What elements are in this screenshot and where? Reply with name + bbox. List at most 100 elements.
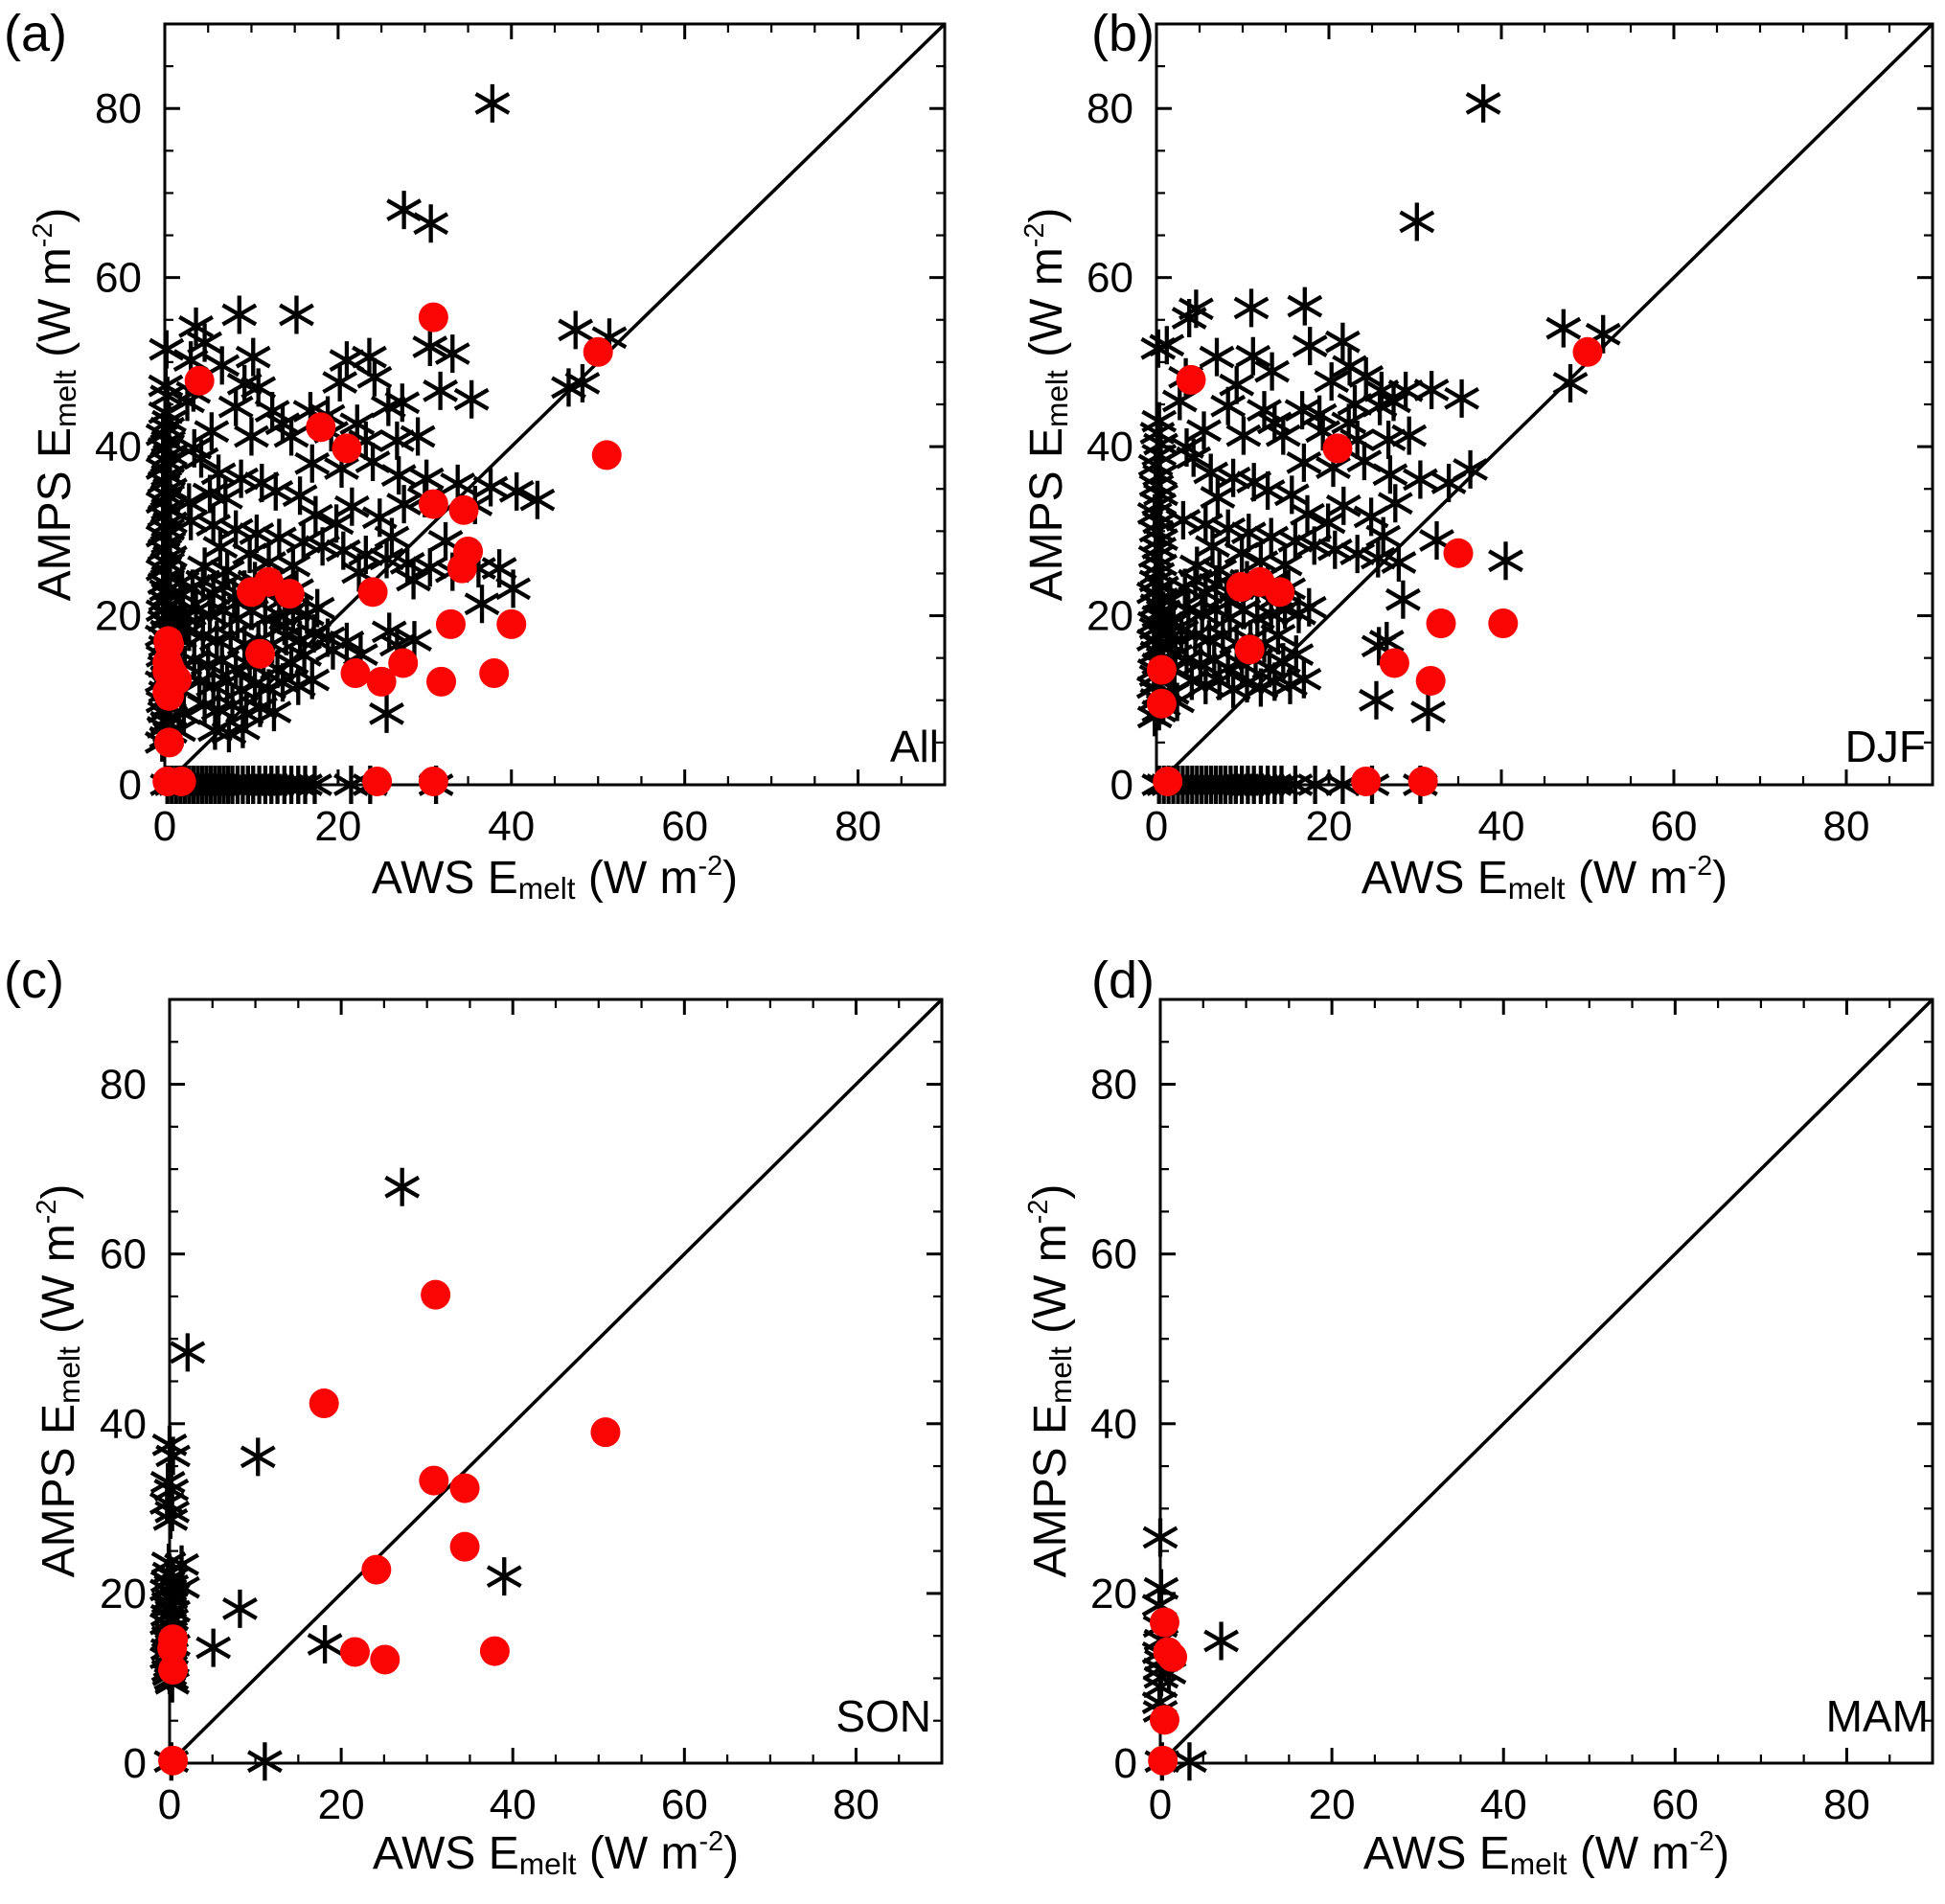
red-circle-marker: [1379, 648, 1409, 678]
asterisk-marker: [1465, 83, 1501, 123]
asterisk-marker: [1287, 287, 1323, 326]
red-circle-marker: [158, 1655, 189, 1686]
asterisk-marker: [1249, 470, 1286, 510]
x-title-units: (W m: [575, 853, 698, 905]
x-tick-label: 0: [1145, 803, 1168, 850]
red-circle-marker: [418, 489, 448, 519]
asterisk-marker: [307, 1625, 343, 1664]
asterisk-marker: [384, 1167, 421, 1206]
y-title-subscript: melt: [52, 1346, 87, 1404]
x-tick-label: 20: [1306, 803, 1353, 850]
asterisk-marker: [1225, 416, 1262, 455]
x-title-close: ): [1714, 1828, 1730, 1880]
season-label-mam: MAM: [1825, 1691, 1929, 1741]
y-title-subscript: melt: [48, 370, 83, 427]
x-tick-label: 60: [1652, 1781, 1699, 1828]
asterisk-marker: [240, 1437, 276, 1477]
x-title-text: AWS E: [1362, 1828, 1510, 1880]
x-title-units: (W m: [1565, 853, 1688, 905]
asterisk-marker: [1210, 509, 1247, 548]
y-title-close: ): [30, 207, 81, 223]
red-circle-marker: [419, 1465, 449, 1496]
asterisk-marker: [170, 1333, 206, 1372]
asterisk-marker: [1219, 365, 1255, 404]
x-title-close: ): [722, 853, 739, 905]
asterisk-marker: [1348, 356, 1384, 396]
asterisk-marker: [294, 444, 331, 483]
y-tick-label: 20: [100, 1571, 147, 1617]
one-to-one-line: [1155, 22, 1934, 787]
series-asterisk: [1135, 83, 1621, 804]
asterisk-marker: [318, 504, 355, 543]
red-circle-marker: [154, 680, 185, 711]
asterisk-marker: [369, 539, 404, 579]
x-tick-label: 40: [488, 803, 535, 850]
asterisk-marker: [222, 1589, 258, 1628]
x-tick-label: 20: [1309, 1781, 1356, 1828]
y-title-subscript: melt: [1040, 370, 1075, 427]
one-to-one-line: [168, 998, 944, 1765]
asterisk-marker: [1286, 659, 1322, 699]
y-tick-label: 80: [1087, 85, 1133, 132]
asterisk-marker: [145, 415, 181, 454]
y-title-text: AMPS E: [1021, 427, 1073, 602]
y-tick-label: 80: [95, 85, 142, 132]
asterisk-marker: [1325, 486, 1362, 525]
asterisk-marker: [1545, 309, 1582, 348]
asterisk-marker: [378, 421, 415, 460]
asterisk-marker: [192, 474, 228, 514]
asterisk-marker: [386, 191, 423, 230]
asterisk-marker: [322, 363, 358, 402]
red-circle-marker: [357, 577, 388, 608]
series-asterisk: [144, 83, 628, 804]
y-title-superscript: -2: [27, 222, 58, 248]
red-circle-marker: [1572, 336, 1603, 367]
y-title-text: AMPS E: [30, 427, 81, 602]
asterisk-marker: [423, 371, 459, 410]
asterisk-marker: [234, 417, 269, 456]
y-title-units: (W m: [34, 1224, 85, 1347]
asterisk-marker: [1256, 403, 1293, 443]
asterisk-marker: [217, 510, 254, 549]
asterisk-marker: [519, 480, 556, 519]
x-title-superscript: -2: [698, 1826, 724, 1857]
x-tick-label: 0: [158, 1781, 181, 1828]
asterisk-marker: [273, 417, 309, 456]
red-circle-marker: [1322, 433, 1353, 464]
red-circle-marker: [479, 658, 510, 689]
asterisk-marker: [1399, 202, 1435, 241]
asterisk-marker: [194, 412, 230, 451]
x-tick-label: 20: [318, 1781, 365, 1828]
asterisk-marker: [1230, 514, 1267, 553]
asterisk-marker: [412, 548, 448, 587]
asterisk-marker: [1278, 635, 1315, 675]
season-label-djf: DJF: [1844, 722, 1926, 771]
asterisk-marker: [352, 337, 387, 377]
y-title-close: ): [1025, 1183, 1077, 1200]
series-circle: [157, 1279, 621, 1776]
red-circle-marker: [1146, 688, 1177, 719]
asterisk-marker: [1141, 401, 1178, 441]
asterisk-marker: [1310, 503, 1346, 542]
y-axis-title-b: AMPS Emelt (W m-2): [1019, 208, 1075, 602]
asterisk-marker: [1233, 288, 1270, 328]
series-circle: [1148, 1607, 1188, 1776]
red-circle-marker: [449, 1473, 480, 1503]
asterisk-marker: [329, 341, 365, 380]
asterisk-marker: [266, 607, 303, 646]
red-circle-marker: [1146, 654, 1177, 685]
y-tick-label: 20: [1090, 1571, 1137, 1617]
x-tick-label: 40: [1478, 803, 1525, 850]
red-circle-marker: [184, 365, 215, 396]
panel-letter-b: (b): [1091, 5, 1155, 62]
x-tick-label: 0: [153, 803, 176, 850]
asterisk-marker: [329, 622, 365, 661]
red-circle-marker: [496, 608, 527, 639]
red-circle-marker: [306, 412, 336, 443]
red-circle-marker: [1153, 766, 1183, 796]
asterisk-marker: [413, 204, 449, 243]
red-circle-marker: [446, 553, 477, 584]
asterisk-marker: [1260, 615, 1296, 654]
y-tick-label: 60: [1090, 1231, 1137, 1278]
